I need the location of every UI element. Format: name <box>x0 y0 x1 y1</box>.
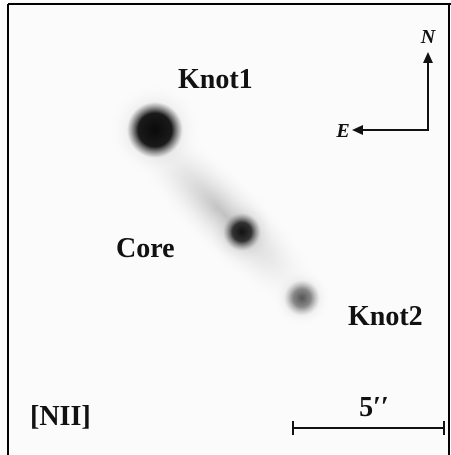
knot2-source <box>284 280 320 316</box>
core-source <box>223 213 261 251</box>
knot2-label: Knot2 <box>348 301 423 332</box>
scale-label: 5′′ <box>359 392 389 423</box>
north-label: N <box>420 26 437 48</box>
filter-label: [NII] <box>30 401 91 432</box>
knot1-label: Knot1 <box>178 64 253 95</box>
image: Knot1 Core Knot2 [NII] 5′′ N E <box>0 0 451 455</box>
page: Knot1 Core Knot2 [NII] 5′′ N E (() => { … <box>0 0 451 455</box>
east-label: E <box>335 120 349 142</box>
knot1-source <box>127 102 183 158</box>
core-label: Core <box>116 233 175 264</box>
